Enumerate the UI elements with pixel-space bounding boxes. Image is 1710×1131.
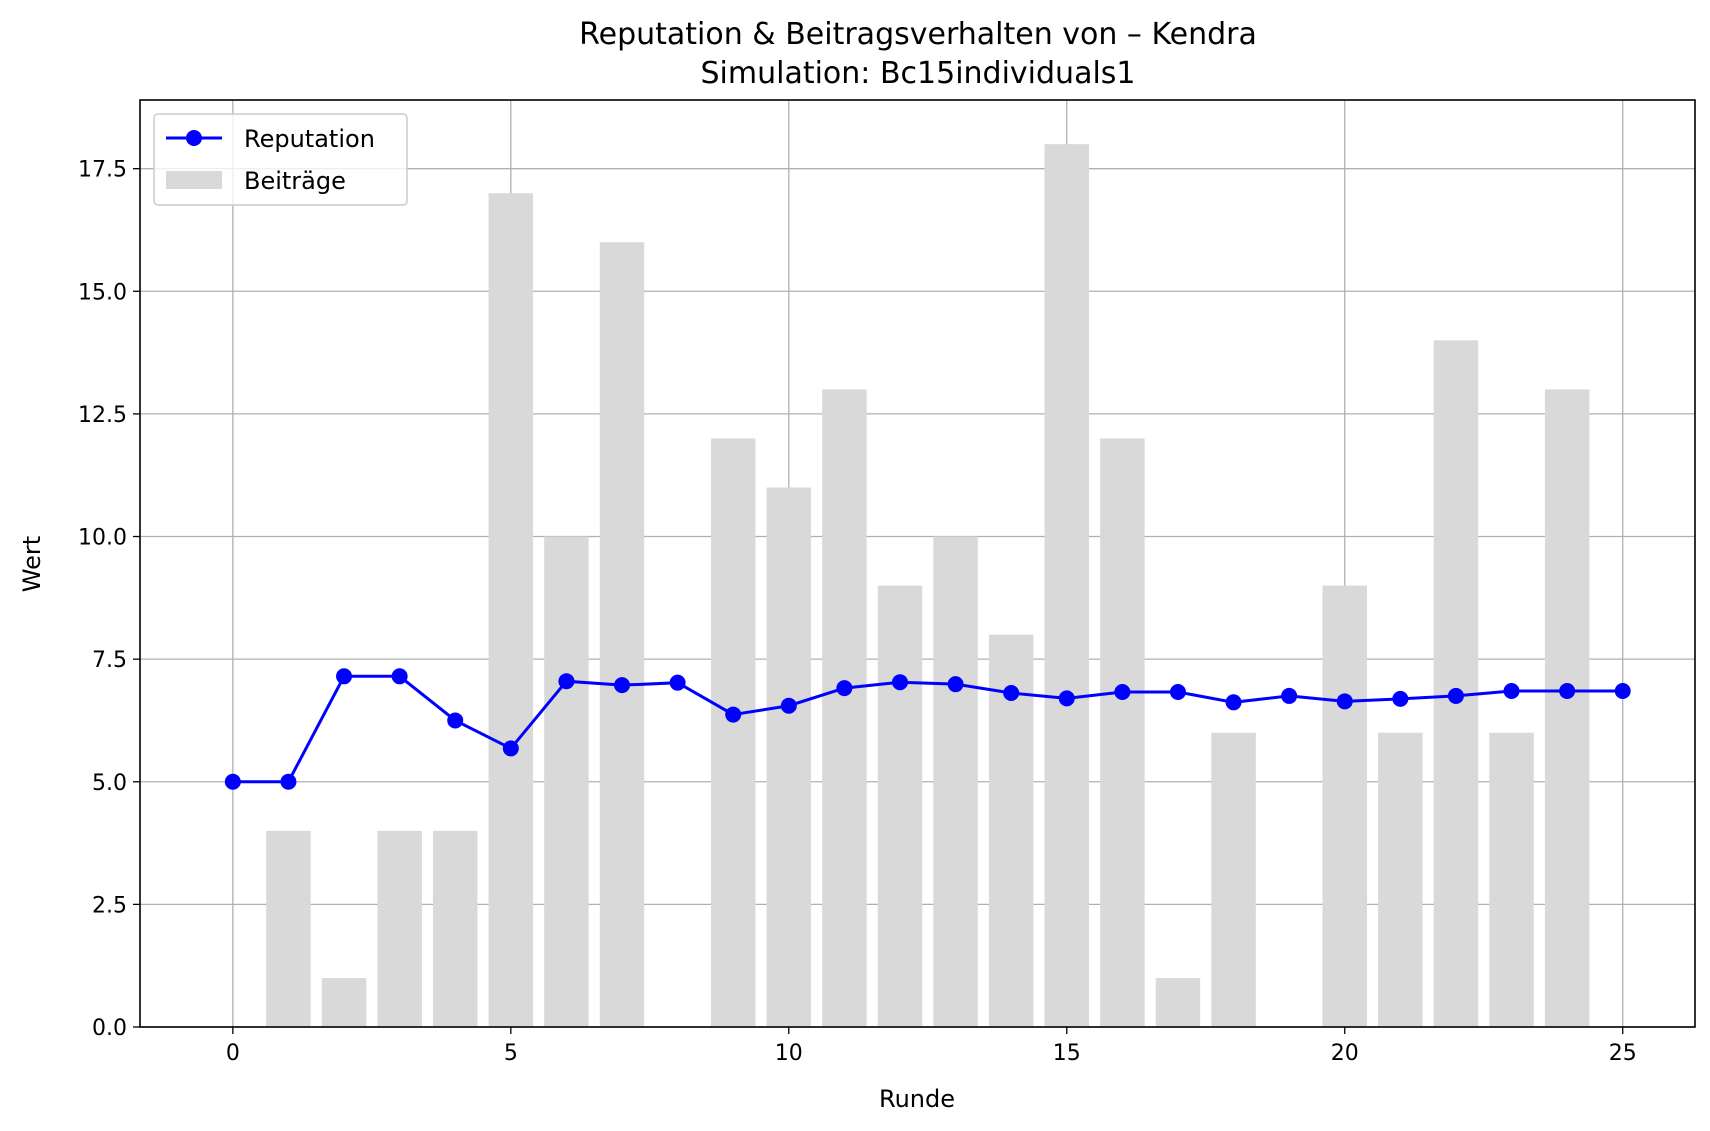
- reputation-point: [1447, 687, 1464, 704]
- y-tick-label: 2.5: [92, 893, 127, 918]
- y-tick-label: 17.5: [78, 158, 127, 183]
- reputation-point: [1281, 687, 1298, 704]
- reputation-point: [1003, 684, 1020, 701]
- reputation-point: [224, 773, 241, 790]
- legend-label-beitraege: Beiträge: [244, 167, 346, 195]
- reputation-point: [725, 706, 742, 723]
- reputation-point: [1336, 693, 1353, 710]
- reputation-point: [1169, 684, 1186, 701]
- y-tick-label: 7.5: [92, 648, 127, 673]
- reputation-point: [947, 676, 964, 693]
- beitraege-bar: [488, 193, 534, 1027]
- y-tick-label: 15.0: [78, 280, 127, 305]
- x-tick-label: 10: [775, 1041, 803, 1066]
- reputation-point: [891, 674, 908, 691]
- y-axis-ticks: 0.0 2.5 5.0 7.5 10.0 12.5 15.0 17.5: [78, 158, 140, 1041]
- beitraege-bar: [1489, 732, 1534, 1027]
- beitraege-bar: [1100, 438, 1145, 1027]
- x-axis-ticks: 0 5 10 15 20 25: [226, 1027, 1637, 1066]
- y-tick-label: 10.0: [78, 526, 127, 551]
- y-tick-label: 5.0: [92, 771, 127, 796]
- beitraege-bar: [599, 242, 645, 1027]
- reputation-point: [669, 674, 686, 691]
- reputation-point: [614, 677, 631, 694]
- beitraege-bar: [377, 830, 422, 1027]
- x-tick-label: 0: [226, 1041, 240, 1066]
- beitraege-bar: [321, 977, 367, 1027]
- beitraege-bar: [766, 487, 812, 1027]
- x-tick-label: 20: [1331, 1041, 1359, 1066]
- beitraege-bar: [1378, 732, 1423, 1027]
- beitraege-bar: [877, 585, 923, 1027]
- reputation-point: [558, 673, 575, 690]
- y-tick-label: 0.0: [92, 1016, 127, 1041]
- reputation-point: [280, 773, 297, 790]
- reputation-point: [391, 668, 408, 685]
- beitraege-bar: [1322, 585, 1367, 1027]
- beitraege-bar: [710, 438, 756, 1027]
- reputation-point: [780, 697, 797, 714]
- bars: [266, 144, 1590, 1028]
- beitraege-bar: [544, 536, 589, 1027]
- reputation-line: [232, 674, 1623, 784]
- reputation-point: [1225, 694, 1242, 711]
- reputation-markers: [224, 668, 1631, 790]
- beitraege-bar: [1044, 144, 1090, 1028]
- legend-label-reputation: Reputation: [244, 125, 375, 153]
- y-tick-label: 12.5: [78, 403, 127, 428]
- reputation-line-layer: [232, 674, 1623, 784]
- reputation-point: [836, 680, 853, 697]
- beitraege-bar: [1544, 389, 1590, 1027]
- reputation-point: [447, 712, 464, 729]
- reputation-point: [336, 668, 353, 685]
- chart-title: Reputation & Beitragsverhalten von – Ken…: [579, 17, 1257, 52]
- chart-subtitle: Simulation: Bc15individuals1: [701, 56, 1136, 91]
- beitraege-bar: [1433, 340, 1479, 1027]
- beitraege-bar: [266, 830, 311, 1027]
- reputation-point: [1614, 683, 1631, 700]
- reputation-point: [502, 740, 519, 757]
- x-tick-label: 25: [1609, 1041, 1637, 1066]
- beitraege-bar: [933, 536, 978, 1027]
- beitraege-bar: [432, 830, 478, 1027]
- beitraege-bar: [1211, 732, 1256, 1027]
- reputation-point: [1392, 690, 1409, 707]
- plot-frame: [139, 99, 1696, 1028]
- reputation-point: [1058, 690, 1075, 707]
- beitraege-bar: [822, 389, 867, 1027]
- reputation-point: [1503, 683, 1520, 700]
- legend: Reputation Beiträge: [153, 113, 408, 206]
- x-axis-label: Runde: [879, 1085, 955, 1113]
- legend-marker-swatch: [186, 130, 202, 146]
- beitraege-bar: [1155, 977, 1201, 1027]
- reputation-point: [1559, 683, 1576, 700]
- x-tick-label: 5: [504, 1041, 518, 1066]
- reputation-point: [1114, 684, 1131, 701]
- y-axis-label: Wert: [18, 536, 46, 592]
- x-tick-label: 15: [1053, 1041, 1081, 1066]
- legend-bar-swatch: [166, 171, 222, 189]
